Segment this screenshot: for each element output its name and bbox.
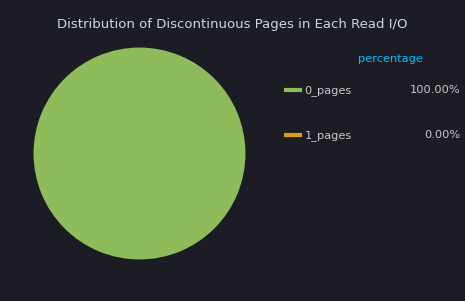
Text: 0.00%: 0.00%	[424, 130, 460, 141]
Text: 0_pages: 0_pages	[305, 85, 352, 96]
Text: 100.00%: 100.00%	[410, 85, 460, 95]
Wedge shape	[33, 48, 246, 259]
Text: Distribution of Discontinuous Pages in Each Read I/O: Distribution of Discontinuous Pages in E…	[57, 18, 408, 31]
Text: percentage: percentage	[358, 54, 423, 64]
Text: 1_pages: 1_pages	[305, 130, 352, 141]
